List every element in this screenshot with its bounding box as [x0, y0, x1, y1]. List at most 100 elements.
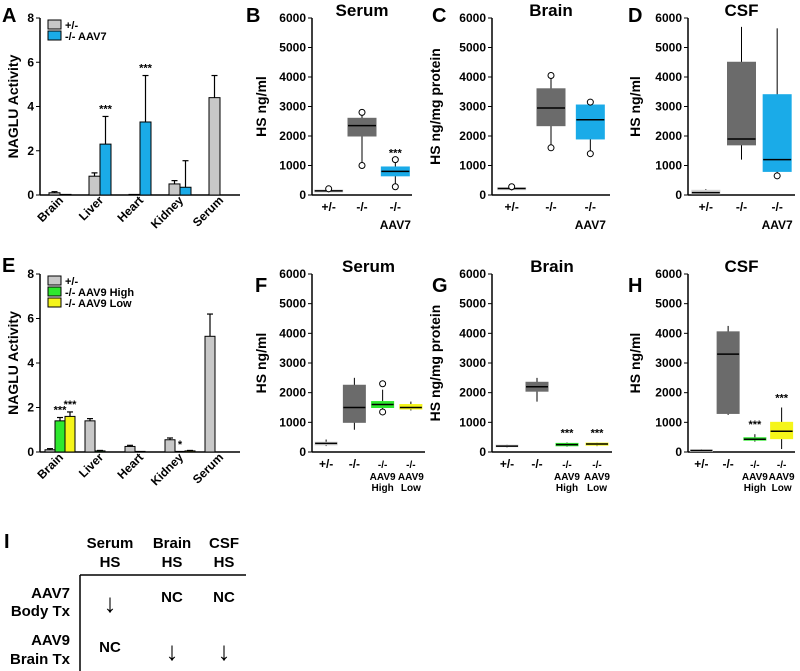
bar-e — [54, 420, 66, 453]
legend-label-e: +/- — [65, 276, 78, 288]
col-header-brain-line2: HS — [162, 554, 183, 571]
legend-label-e: -/- AAV9 Low — [65, 298, 132, 310]
y-tick-label-c: 3000 — [459, 100, 486, 114]
x-tick-label-e: Liver — [76, 450, 106, 480]
significance-e: *** — [54, 405, 68, 417]
x-tick-sublabel-g: Low — [587, 483, 607, 494]
x-tick-sublabel-h: AAV9 — [769, 472, 795, 483]
bar-a — [139, 121, 152, 196]
y-tick-label-f: 1000 — [279, 415, 306, 429]
box-b — [347, 117, 377, 137]
x-tick-sublabel-f: AAV9 — [398, 472, 424, 483]
panel-c: C Brain HS ng/mg protein 0 1000 2000 3000 4000 5… — [427, 1, 610, 232]
y-axis-label-h: HS ng/ml — [627, 333, 643, 394]
y-tick-label-c: 5000 — [459, 41, 486, 55]
y-axis-label-b: HS ng/ml — [253, 76, 269, 137]
chart-title-b: Serum — [336, 1, 389, 20]
panel-label-i: I — [4, 531, 10, 553]
x-tick-label-e: Brain — [35, 450, 67, 482]
y-tick-label-g: 5000 — [459, 297, 486, 311]
y-tick-label-b: 4000 — [279, 70, 306, 84]
panel-label-c: C — [432, 5, 446, 27]
bar-e — [184, 450, 196, 453]
row-label-aav9-line1: AAV9 — [31, 632, 70, 649]
y-tick-label-e: 0 — [27, 445, 34, 459]
chart-title-c: Brain — [529, 1, 572, 20]
summary-table: I Serum HS Brain HS CSF HS AAV7 Body Tx … — [4, 531, 246, 671]
col-header-csf-line2: HS — [214, 554, 235, 571]
legend-swatch-e — [47, 286, 62, 297]
y-tick-label-f: 6000 — [279, 267, 306, 281]
x-tick-sublabel-f: High — [372, 483, 394, 494]
panel-a: A NAGLU Activity 0 2 4 6 8 Brain Liver Heart Kidne… — [2, 5, 240, 231]
box-f — [342, 384, 366, 423]
col-header-serum-line1: Serum — [87, 535, 134, 552]
y-tick-label-g: 3000 — [459, 356, 486, 370]
y-tick-label-h: 2000 — [655, 386, 682, 400]
box-h — [716, 331, 740, 414]
y-tick-label-d: 2000 — [655, 129, 682, 143]
significance-a: *** — [139, 63, 153, 75]
group-caption-c: AAV7 — [575, 218, 606, 232]
panel-label-b: B — [246, 5, 260, 27]
col-header-brain-line1: Brain — [153, 535, 191, 552]
x-tick-label-d: -/- — [736, 200, 747, 214]
legend-swatch-a — [47, 19, 62, 30]
y-tick-label-a: 4 — [27, 100, 34, 114]
cell-aav7-serum: ↓ — [104, 588, 117, 618]
bar-a — [48, 192, 61, 196]
panel-label-a: A — [2, 5, 16, 27]
x-tick-sublabel-g: AAV9 — [554, 472, 580, 483]
y-tick-label-h: 3000 — [655, 356, 682, 370]
x-tick-sublabel-f: AAV9 — [370, 472, 396, 483]
row-label-aav9-line2: Brain Tx — [10, 651, 71, 668]
y-tick-label-f: 4000 — [279, 326, 306, 340]
y-tick-label-b: 1000 — [279, 159, 306, 173]
x-tick-label-f: -/- — [406, 460, 415, 471]
panel-label-g: G — [432, 275, 448, 297]
bar-e — [64, 415, 76, 453]
y-tick-label-h: 4000 — [655, 326, 682, 340]
outlier-b — [391, 156, 399, 164]
y-tick-label-h: 5000 — [655, 297, 682, 311]
x-tick-label-f: -/- — [349, 457, 360, 471]
y-tick-label-b: 2000 — [279, 129, 306, 143]
y-axis-label-a: NAGLU Activity — [5, 54, 21, 158]
panel-label-e: E — [2, 255, 15, 277]
x-tick-label-a: Liver — [76, 193, 106, 223]
outlier-f — [379, 408, 387, 416]
significance-h: *** — [748, 419, 762, 431]
x-tick-label-c: -/- — [585, 200, 596, 214]
x-tick-label-b: -/- — [356, 200, 367, 214]
outlier-c — [547, 72, 555, 80]
bar-a — [168, 183, 181, 196]
x-tick-label-h: -/- — [722, 457, 733, 471]
y-axis-label-c: HS ng/mg protein — [427, 48, 443, 165]
panel-label-d: D — [628, 5, 642, 27]
y-tick-label-d: 0 — [675, 188, 682, 202]
bar-e — [44, 449, 56, 453]
y-tick-label-a: 6 — [27, 55, 34, 69]
panel-e: E NAGLU Activity 0 2 4 6 8 Brain Liver Heart Kidne… — [2, 255, 240, 488]
outlier-c — [547, 144, 555, 152]
y-tick-label-e: 6 — [27, 312, 34, 326]
legend-label-e: -/- AAV9 High — [65, 287, 134, 299]
outlier-c — [508, 183, 516, 191]
x-tick-label-e: Serum — [190, 450, 226, 486]
chart-title-h: CSF — [725, 257, 759, 276]
bar-a — [99, 143, 112, 196]
y-tick-label-e: 8 — [27, 267, 34, 281]
outlier-c — [586, 150, 594, 158]
significance-e: * — [178, 439, 183, 451]
y-tick-label-c: 0 — [479, 188, 486, 202]
y-axis-label-d: HS ng/ml — [627, 76, 643, 137]
chart-title-f: Serum — [342, 257, 395, 276]
x-tick-label-b: -/- — [390, 200, 401, 214]
y-tick-label-g: 1000 — [459, 415, 486, 429]
legend-swatch-e — [47, 275, 62, 286]
panel-g: G Brain HS ng/mg protein 0 1000 2000 3000 4000 5… — [427, 257, 612, 494]
y-tick-label-c: 2000 — [459, 129, 486, 143]
x-tick-label-c: -/- — [545, 200, 556, 214]
x-tick-label-f: -/- — [378, 460, 387, 471]
